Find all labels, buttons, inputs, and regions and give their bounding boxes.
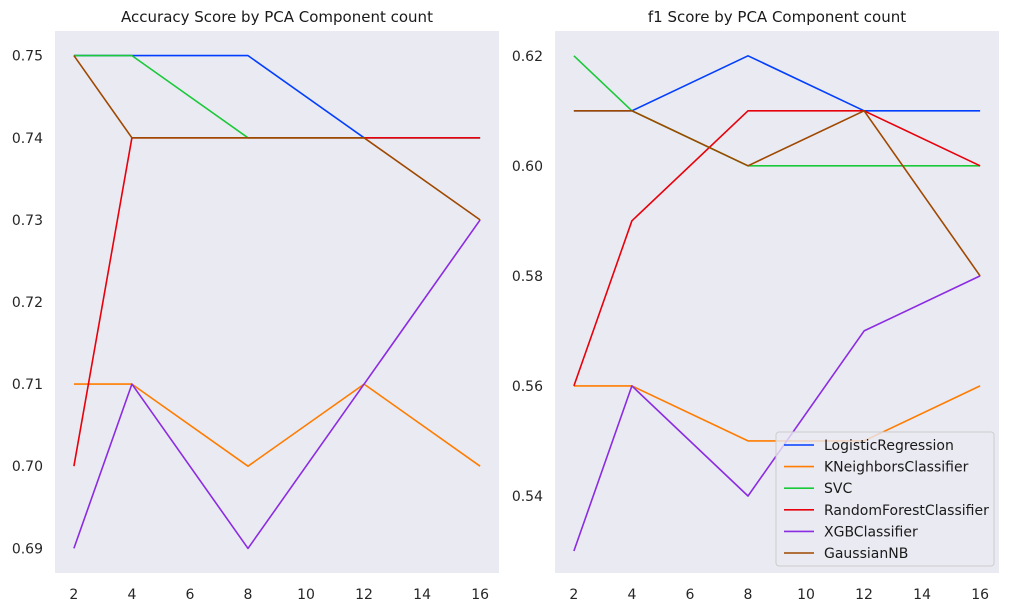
accuracy-x-tick-label: 6 (185, 587, 194, 603)
f1-series-line-xgbclassifier (573, 275, 981, 552)
f1-series-line-gaussiannb (573, 110, 981, 277)
f1-x-tick-label: 16 (971, 587, 989, 603)
legend-label: RandomForestClassifier (824, 503, 989, 519)
f1-series-line-randomforestclassifier (573, 110, 981, 387)
accuracy-x-tick-label: 12 (355, 587, 373, 603)
f1-legend: LogisticRegression KNeighborsClassifier SV… (775, 431, 995, 567)
legend-label: SVC (824, 481, 852, 497)
f1-y-tick-label: 0.60 (512, 159, 543, 175)
legend-label: KNeighborsClassifier (824, 460, 969, 476)
accuracy-plot-area (55, 31, 499, 573)
accuracy-chart-title: Accuracy Score by PCA Component count (121, 8, 433, 26)
accuracy-y-tick-label: 0.74 (12, 131, 43, 147)
accuracy-series-line-kneighborsclassifier (73, 383, 481, 468)
f1-y-tick-label: 0.56 (512, 379, 543, 395)
legend-box (775, 431, 995, 567)
f1-chart: f1 Score by PCA Component count 2 4 6 8 10 12 1… (512, 8, 999, 603)
f1-x-tick-label: 2 (569, 587, 578, 603)
legend-label: GaussianNB (824, 546, 908, 562)
legend-label: XGBClassifier (824, 524, 918, 540)
f1-y-tick-label: 0.54 (512, 489, 543, 505)
accuracy-x-tick-label: 14 (413, 587, 431, 603)
f1-x-tick-label: 8 (744, 587, 753, 603)
accuracy-x-tick-label: 10 (297, 587, 315, 603)
f1-y-tick-label: 0.62 (512, 49, 543, 65)
f1-x-tick-label: 6 (685, 587, 694, 603)
accuracy-x-tick-label: 8 (244, 587, 253, 603)
accuracy-y-tick-label: 0.71 (12, 377, 43, 393)
accuracy-series-line-xgbclassifier (73, 219, 481, 550)
accuracy-chart: Accuracy Score by PCA Component count 2 4 6… (12, 8, 499, 603)
accuracy-y-tick-label: 0.72 (12, 295, 43, 311)
f1-x-tick-label: 14 (913, 587, 931, 603)
f1-y-tick-label: 0.58 (512, 269, 543, 285)
accuracy-y-tick-label: 0.73 (12, 213, 43, 229)
accuracy-y-tick-label: 0.70 (12, 459, 43, 475)
f1-chart-title: f1 Score by PCA Component count (648, 8, 906, 26)
accuracy-y-tick-label: 0.69 (12, 541, 43, 557)
f1-series-line-kneighborsclassifier (573, 385, 981, 442)
accuracy-series-line-gaussiannb (73, 55, 481, 221)
accuracy-x-tick-label: 4 (127, 587, 136, 603)
accuracy-x-tick-label: 2 (69, 587, 78, 603)
f1-x-tick-label: 10 (797, 587, 815, 603)
f1-x-tick-label: 4 (627, 587, 636, 603)
legend-label: LogisticRegression (824, 438, 954, 454)
accuracy-x-tick-label: 16 (471, 587, 489, 603)
f1-x-tick-label: 12 (855, 587, 873, 603)
accuracy-y-tick-label: 0.75 (12, 49, 43, 65)
